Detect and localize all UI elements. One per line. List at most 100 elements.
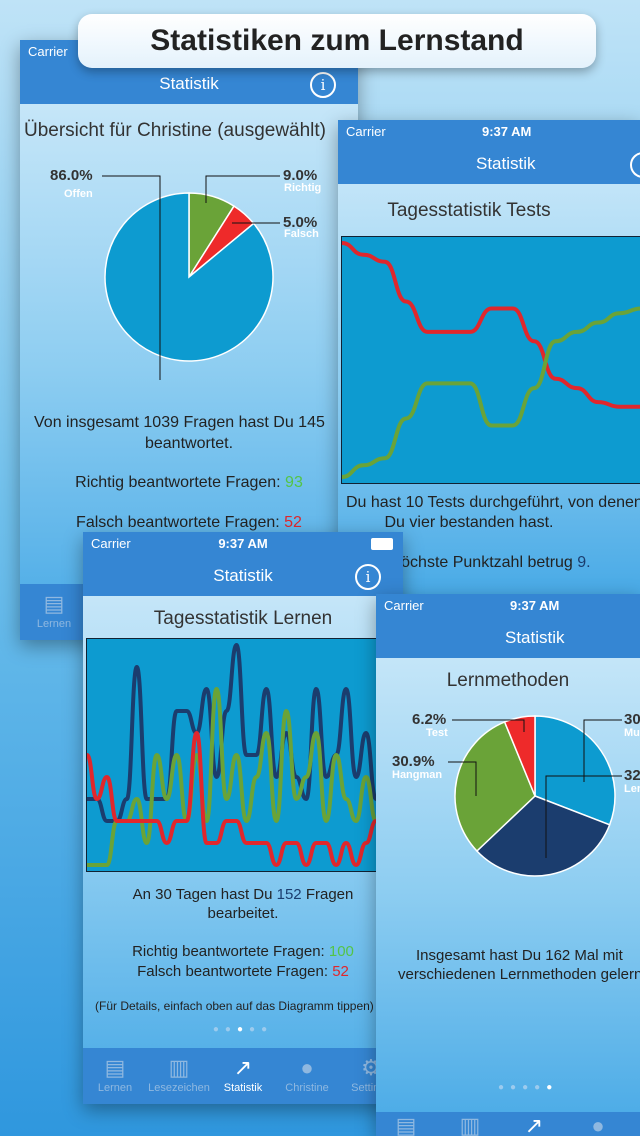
info-icon[interactable]: i	[630, 152, 640, 178]
tab-label: Lernen	[97, 1082, 133, 1094]
correct-value: 93	[285, 474, 303, 491]
leader-line	[545, 775, 622, 858]
status-time: 9:37 AM	[482, 124, 532, 139]
pie-pct-label: 9.0%	[283, 167, 317, 184]
wrong-value: 52	[332, 963, 349, 980]
status-bar: Carrier 9:37 AM	[338, 120, 640, 144]
leader-line	[102, 175, 161, 380]
learning-text-2: bearbeitet.	[207, 905, 279, 922]
overview-wrong: Falsch beantwortete Fragen: 52	[20, 514, 358, 532]
wrong-value: 52	[284, 514, 302, 531]
leader-line	[452, 719, 525, 732]
learning-hint: (Für Details, einfach oben auf das Diagr…	[95, 999, 374, 1013]
wrong-label: Falsch beantwortete Fragen:	[137, 963, 333, 980]
series-line-0	[87, 643, 377, 823]
tab-lesezeichen[interactable]: ▥	[438, 1112, 502, 1136]
user-icon: ●	[300, 1055, 314, 1080]
cards-icon: ▤	[43, 591, 65, 616]
tests-text-1: Du hast 10 Tests durchgeführt, von denen	[346, 494, 640, 511]
tests-max-value: 9.	[577, 554, 591, 571]
tab-bar: ▤ ▥ ↗ ●	[376, 1112, 640, 1136]
user-icon: ●	[591, 1113, 605, 1136]
tab-statistik[interactable]: ↗ Statistik	[211, 1054, 275, 1094]
overview-correct: Richtig beantwortete Fragen: 93	[20, 474, 358, 492]
pie-slice-multiple-choice[interactable]	[534, 715, 616, 826]
methods-heading: Lernmethoden	[446, 670, 570, 691]
cards-icon: ▤	[395, 1113, 417, 1136]
pie-pct-label: 6.2%	[412, 711, 446, 728]
methods-text-1: Insgesamt hast Du 162 Mal mit	[416, 947, 623, 964]
status-bar: Carrier 9:37 AM	[83, 532, 403, 556]
pie-slice-lernen[interactable]	[475, 795, 611, 877]
learning-wrong: Falsch beantwortete Fragen: 52	[83, 963, 403, 980]
book-icon: ▥	[459, 1113, 481, 1136]
pie-name-label: Offen	[64, 188, 93, 200]
app-banner-title: Statistiken zum Lernstand	[78, 14, 596, 68]
status-bar: Carrier 9:37 AM	[376, 594, 640, 618]
pie-slice-test[interactable]	[503, 715, 536, 797]
tab-christine[interactable]: ●	[566, 1112, 630, 1136]
overview-text-1: Von insgesamt 1039 Fragen hast Du 145	[34, 414, 325, 431]
learning-days-label: An 30 Tagen hast Du	[132, 886, 277, 903]
overview-pie-chart[interactable]: 86.0% Offen 9.0%Richtig 5.0%Falsch	[20, 165, 358, 405]
leader-line	[583, 719, 622, 782]
tab-lernen[interactable]: ▤ Lernen	[22, 590, 86, 630]
learning-correct: Richtig beantwortete Fragen: 100	[83, 943, 403, 960]
tab-label: Statistik	[223, 1082, 263, 1094]
pie-name-label: Richtig	[284, 182, 321, 194]
info-icon[interactable]: i	[355, 564, 381, 590]
pie-name-label: Hangman	[392, 769, 442, 781]
learning-text-1: An 30 Tagen hast Du 152 Fragen	[83, 886, 403, 903]
series-line-1	[87, 687, 377, 867]
tab-lernen[interactable]: ▤	[376, 1112, 438, 1136]
pie-name-label: Test	[426, 727, 448, 739]
gear-icon: ⚙	[361, 1055, 381, 1080]
correct-value: 100	[328, 943, 354, 960]
battery-icon	[371, 538, 393, 550]
tab-christine[interactable]: ● Christine	[275, 1054, 339, 1094]
carrier-label: Carrier	[384, 598, 424, 613]
series-line-1	[342, 306, 640, 479]
leader-line	[205, 175, 280, 203]
status-time: 9:37 AM	[510, 598, 560, 613]
pie-name-label: Falsch	[284, 228, 319, 240]
correct-label: Richtig beantwortete Fragen:	[132, 943, 329, 960]
learning-heading: Tagesstatistik Lernen	[153, 608, 333, 629]
tab-label: Lesezeichen	[148, 1082, 210, 1094]
wrong-label: Falsch beantwortete Fragen:	[76, 514, 285, 531]
cards-icon: ▤	[104, 1055, 126, 1080]
nav-bar: Statistik i	[338, 144, 640, 184]
methods-text-2: verschiedenen Lernmethoden gelernt.	[398, 966, 640, 983]
screen-tests: Carrier 9:37 AM Statistik i Tagesstatist…	[338, 120, 640, 600]
nav-title: Statistik	[505, 628, 565, 647]
carrier-label: Carrier	[28, 44, 68, 59]
carrier-label: Carrier	[346, 124, 386, 139]
nav-bar: Statistik i	[83, 556, 403, 596]
book-icon: ▥	[168, 1055, 190, 1080]
status-time: 9:37 AM	[218, 536, 268, 551]
page-indicator[interactable]: ●●●●●	[498, 1082, 559, 1093]
info-icon[interactable]: i	[310, 72, 336, 98]
tab-lesezeichen[interactable]: ▥ Lesezeichen	[147, 1054, 211, 1094]
screen-learning: Carrier 9:37 AM Statistik i Tagesstatist…	[83, 532, 403, 1104]
trend-icon: ↗	[233, 1055, 253, 1080]
learning-chart[interactable]	[86, 638, 378, 872]
tests-heading: Tagesstatistik Tests	[387, 200, 551, 221]
overview-text-2: beantwortet.	[144, 435, 234, 452]
pie-slice-offen[interactable]	[104, 192, 274, 362]
tests-chart[interactable]	[341, 236, 640, 484]
tab-label: Christine	[285, 1082, 329, 1094]
nav-title: Statistik	[476, 154, 536, 173]
nav-bar: Statistik i	[20, 64, 358, 104]
tab-statistik[interactable]: ↗	[502, 1112, 566, 1136]
page-indicator[interactable]: ●●●●●	[212, 1024, 274, 1035]
pie-pct-label: 30.9%	[624, 711, 640, 728]
screen-methods: Carrier 9:37 AM Statistik Lernmethoden 6…	[376, 594, 640, 1136]
pie-slice-hangman[interactable]	[454, 721, 536, 853]
pie-name-label: Lernen	[624, 783, 640, 795]
overview-heading: Übersicht für Christine (ausgewählt)	[24, 120, 327, 141]
tab-lernen[interactable]: ▤ Lernen	[83, 1054, 147, 1094]
series-line-2	[87, 731, 377, 867]
tests-text-2: Du vier bestanden hast.	[384, 514, 554, 531]
